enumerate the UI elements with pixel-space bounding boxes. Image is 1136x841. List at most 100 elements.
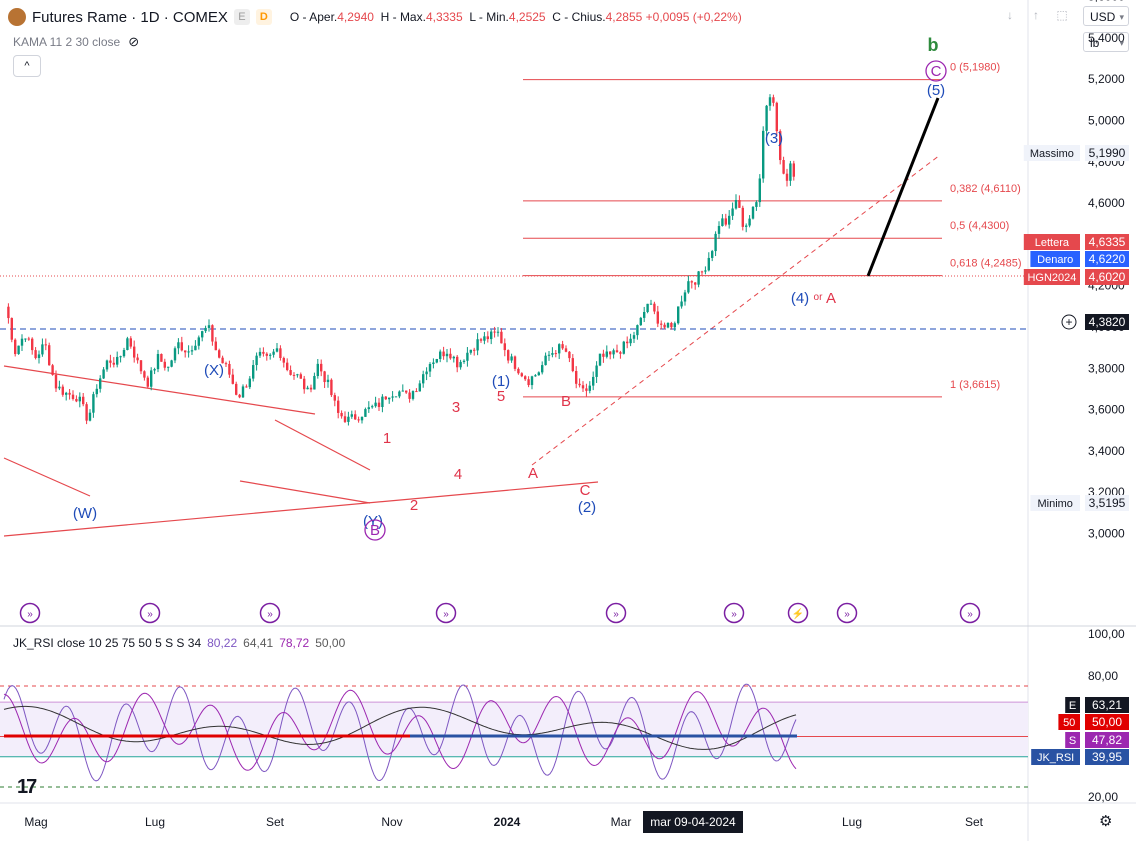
candle-body (462, 360, 466, 362)
event-marker-7[interactable] (836, 602, 858, 624)
candle-body (364, 409, 367, 417)
rsi-label-bg-2 (1085, 732, 1129, 748)
collapse-button[interactable]: ^ (13, 55, 41, 77)
chevron-down-icon: ▾ (1119, 12, 1124, 22)
candle-body (615, 350, 619, 353)
trendline-wedge-top[interactable] (274, 419, 371, 471)
candle-body (711, 251, 714, 258)
eye-off-icon[interactable]: ⊘ (128, 34, 140, 49)
price-label-bg-2 (1085, 251, 1129, 267)
candle-body (119, 356, 122, 358)
candle-body (17, 345, 20, 355)
rsi-line-slow (3, 705, 797, 750)
event-marker-3[interactable] (435, 602, 457, 624)
price-label-1: 4,6335 (1089, 235, 1126, 249)
unit-select[interactable]: lb ▾ (1083, 32, 1129, 52)
candle-body (660, 323, 663, 325)
candle-body (524, 376, 527, 380)
candle-body (255, 355, 258, 366)
rsi-axis-labels: 100,00 80,00 20,00 63,21 E 50,00 50 47,82 S 39,95… (1031, 627, 1129, 804)
projection-line[interactable] (866, 97, 940, 277)
price-tag-bg-2 (1030, 251, 1080, 267)
candle-body (126, 338, 129, 350)
candle-body (279, 348, 282, 359)
candle-body (439, 351, 442, 360)
fib-label-2: 0,5 (4,4300) (950, 220, 1009, 232)
candle-body (265, 353, 268, 356)
plus-icon-glyph: + (1065, 315, 1072, 329)
candle-body (252, 365, 255, 379)
event-marker-8[interactable] (959, 602, 981, 624)
price-label-bg-1 (1085, 234, 1129, 250)
candle-body (496, 331, 500, 333)
wave-label-18: (5) (927, 82, 945, 99)
candle-body (643, 312, 646, 318)
candle-body (228, 363, 231, 375)
event-markers[interactable]: » » » » » » ⚡ » » (19, 602, 981, 624)
wave-label-9: (1) (492, 373, 510, 390)
arrow-up-icon[interactable]: ↑ (1033, 8, 1039, 22)
rsi-header[interactable]: JK_RSI close 10 25 75 50 5 S S 34 80,22 64… (13, 636, 345, 650)
candle-body (459, 361, 462, 368)
price-tag-2: Denaro (1037, 254, 1073, 266)
price-tick-11: 5,2000 (1088, 72, 1125, 86)
price-tag-3: HGN2024 (1027, 272, 1076, 284)
candle-body (653, 303, 656, 312)
candle-body (343, 416, 347, 422)
event-arrow-icon-3: » (443, 609, 449, 620)
maximize-icon[interactable]: ⬚ (1056, 8, 1068, 22)
candle-body (527, 379, 530, 386)
candle-body (197, 337, 200, 346)
trendlines[interactable] (0, 97, 1028, 537)
event-marker-2[interactable] (259, 602, 281, 624)
candle-body (153, 369, 156, 371)
rsi-tag-2: S (1069, 735, 1076, 747)
wave-label-6: 3 (452, 399, 460, 416)
event-marker-5[interactable] (723, 602, 745, 624)
candle-body (551, 353, 554, 355)
event-marker-4[interactable] (605, 602, 627, 624)
time-tick-4: 2024 (494, 815, 521, 829)
rsi-value-3: 78,72 (279, 636, 310, 650)
candle-body (694, 282, 697, 285)
candle-body (405, 390, 408, 393)
event-marker-6[interactable] (787, 602, 809, 624)
candle-body (728, 215, 731, 225)
trendline-w[interactable] (3, 457, 91, 497)
plus-icon[interactable] (1061, 314, 1077, 330)
rsi-pane[interactable] (0, 683, 1028, 788)
trendline-base[interactable] (3, 481, 599, 537)
candle-body (218, 350, 221, 358)
candle-body (340, 412, 343, 417)
candle-body (139, 360, 143, 372)
gear-icon[interactable]: ⚙ (1099, 813, 1113, 830)
candle-body (673, 323, 676, 328)
rsi-value-4: 50,00 (315, 636, 346, 650)
fib-retracement[interactable]: 0 (5,1980) 0,382 (4,6110) 0,5 (4,4300) 0,61… (523, 62, 1022, 398)
candle-body (775, 102, 778, 132)
candle-body (163, 361, 166, 368)
copper-icon (8, 8, 26, 26)
price-tag-5: Minimo (1037, 498, 1072, 510)
candle-body (581, 385, 585, 389)
trendline-dashed[interactable] (531, 154, 941, 466)
wave-label-3: B (370, 522, 380, 539)
currency-select[interactable]: USD ▾ (1083, 6, 1129, 26)
symbol-title[interactable]: Futures Rame · 1D · COMEX (32, 8, 228, 26)
event-marker-0[interactable] (19, 602, 41, 624)
candle-body (360, 416, 364, 421)
indicator-kama[interactable]: KAMA 11 2 30 close ⊘ (13, 34, 139, 50)
candle-body (717, 225, 721, 234)
candle-body (102, 369, 105, 379)
rsi-label-1: 50,00 (1092, 715, 1122, 729)
arrow-down-icon[interactable]: ↓ (1007, 8, 1013, 22)
trendline-wedge-bottom[interactable] (239, 480, 371, 504)
tradingview-logo[interactable]: 17 (17, 776, 37, 798)
candle-body (592, 376, 595, 386)
ohlc-readout: O - Aper.4,2940 H - Max.4,3335 L - Min.4… (289, 10, 742, 24)
trendline-upper[interactable] (3, 365, 316, 415)
candle-body (58, 386, 61, 389)
candle-body (31, 338, 34, 351)
event-marker-1[interactable] (139, 602, 161, 624)
